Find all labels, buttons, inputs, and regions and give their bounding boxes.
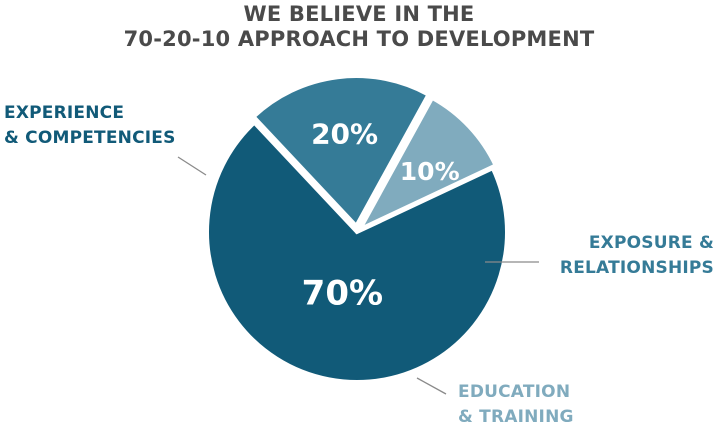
category-label-exposure: EXPOSURE & RELATIONSHIPS — [560, 231, 714, 281]
slice-value-label-exposure: 20% — [311, 117, 378, 150]
slice-value-label-education: 10% — [400, 157, 460, 186]
leader-line-education — [416, 377, 447, 395]
category-label-education-line-2: & TRAINING — [458, 407, 574, 427]
category-label-experience-line-2: & COMPETENCIES — [4, 128, 176, 148]
category-label-education: EDUCATION & TRAINING — [458, 380, 574, 430]
pie-slice-exposure — [250, 74, 432, 230]
category-label-experience: EXPERIENCE & COMPETENCIES — [4, 101, 176, 151]
chart-title-line-1: WE BELIEVE IN THE — [243, 2, 475, 26]
category-label-exposure-line-1: EXPOSURE & — [588, 233, 714, 253]
category-label-experience-line-1: EXPERIENCE — [4, 103, 125, 123]
category-label-exposure-line-2: RELATIONSHIPS — [559, 258, 714, 278]
leader-line-experience — [177, 156, 207, 176]
chart-title-line-2: 70-20-10 APPROACH TO DEVELOPMENT — [123, 27, 595, 51]
slice-value-label-experience: 70% — [302, 273, 383, 313]
category-label-education-line-1: EDUCATION — [458, 382, 571, 402]
pie-slice-education — [355, 95, 499, 234]
chart-title: WE BELIEVE IN THE 70-20-10 APPROACH TO D… — [0, 2, 718, 52]
